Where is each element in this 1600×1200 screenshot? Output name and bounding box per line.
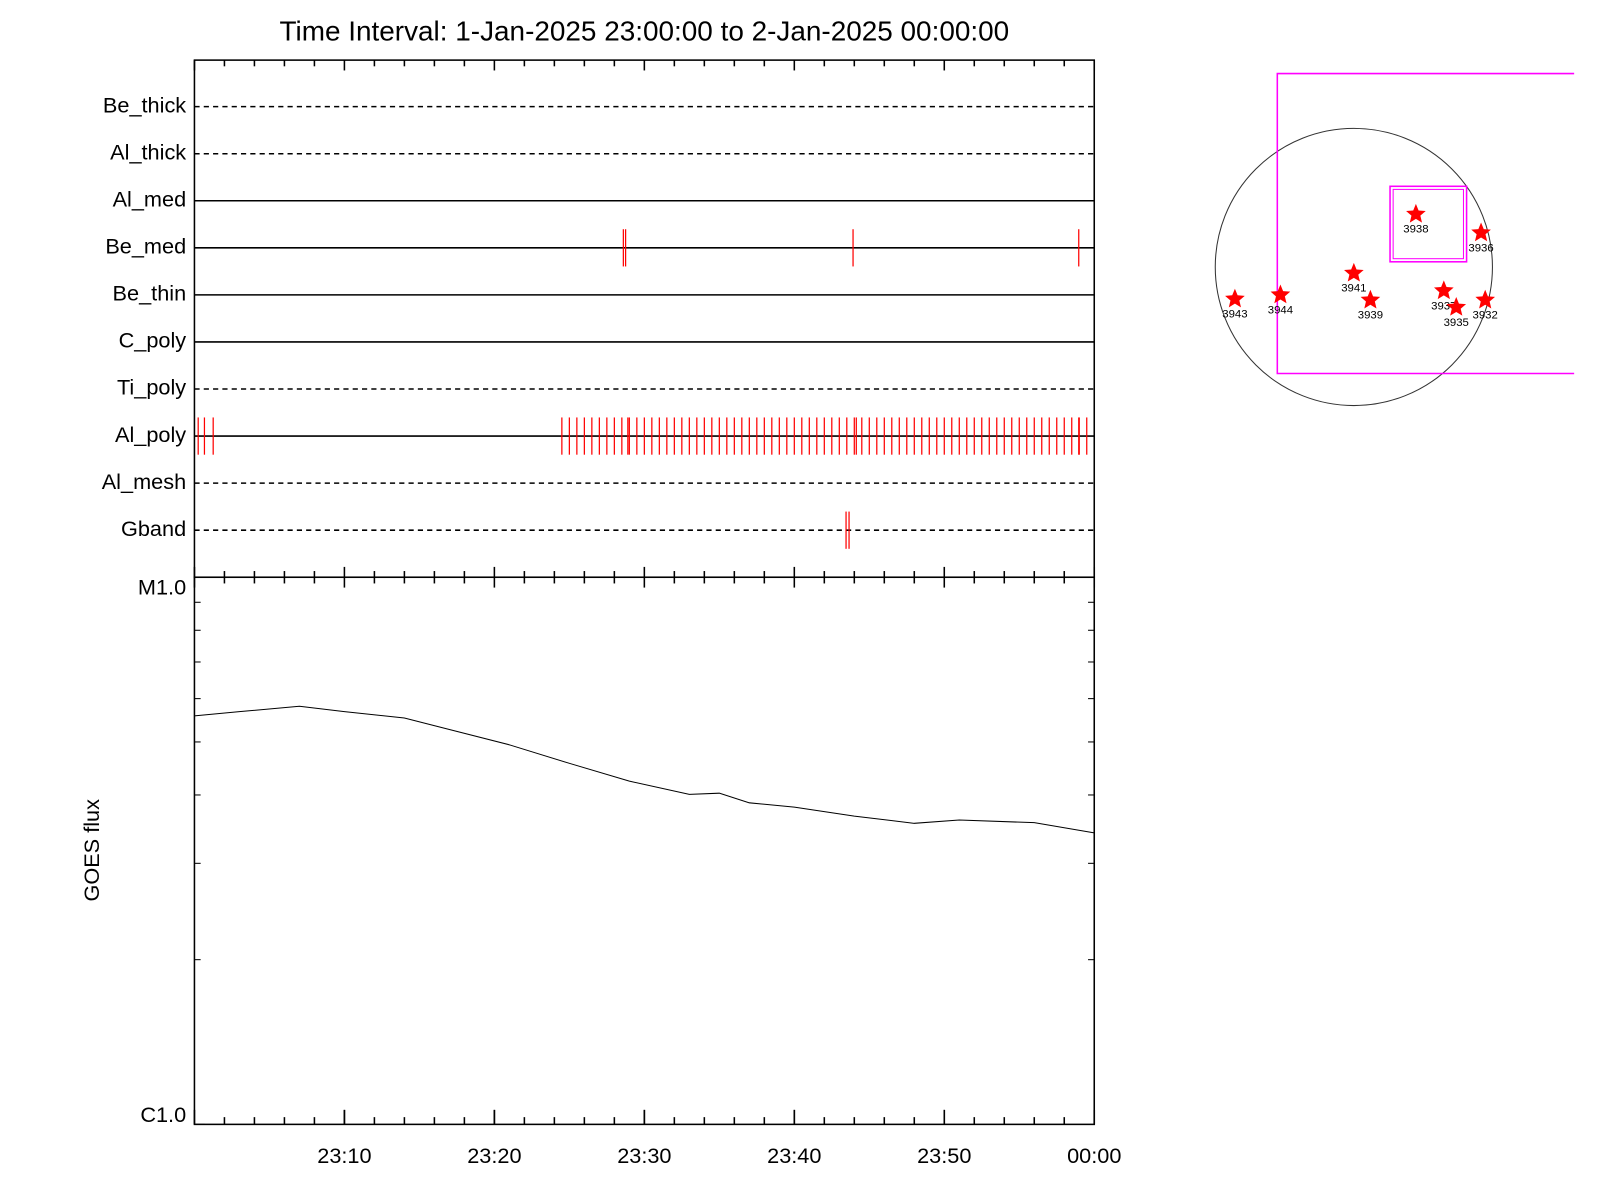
row-label: Gband [121,516,186,541]
region-label: 3937 [1431,300,1456,312]
region-marker [1344,262,1364,282]
region-marker [1446,296,1467,316]
region-marker [1471,222,1491,242]
region-marker [1360,289,1381,309]
chart-title: Time Interval: 1-Jan-2025 23:00:00 to 2-… [280,16,1010,47]
region-marker [1475,289,1496,309]
x-tick-label: 23:10 [317,1143,371,1168]
x-tick-label: 00:00 [1067,1143,1121,1168]
row-label: Al_mesh [102,469,186,494]
row-label: Al_thick [110,139,186,164]
row-label: C_poly [119,328,187,353]
region-label: 3936 [1468,242,1493,254]
region-label: 3935 [1444,317,1469,329]
region-marker [1225,288,1245,308]
fov-box [1389,185,1468,263]
region-label: 3941 [1341,283,1366,295]
row-label: Be_thin [113,281,187,306]
y-tick-label: M1.0 [138,574,186,599]
region-label: 3938 [1403,224,1428,236]
region-marker [1434,280,1454,300]
x-tick-label: 23:20 [467,1143,521,1168]
timeline-frame [193,59,1096,579]
flux-line [194,705,1095,834]
x-tick-label: 23:30 [617,1143,671,1168]
x-tick-label: 23:50 [917,1143,971,1168]
row-label: Ti_poly [117,375,186,400]
region-label: 3932 [1473,310,1498,322]
y-tick-label: C1.0 [140,1102,186,1127]
x-tick-label: 23:40 [767,1143,821,1168]
region-marker [1270,284,1291,304]
region-label: 3939 [1358,310,1383,322]
row-label: Be_med [105,234,186,259]
region-label: 3944 [1268,304,1293,316]
fov-box [1276,72,1575,375]
fov-box [1392,188,1464,260]
row-label: Al_poly [115,422,186,447]
row-label: Be_thick [103,92,186,117]
solar-disk [1214,127,1493,407]
region-marker [1406,203,1426,223]
row-label: Al_med [113,187,187,212]
y-axis-label: GOES flux [79,799,104,902]
region-label: 3943 [1222,309,1247,321]
flux-frame [193,576,1096,1126]
